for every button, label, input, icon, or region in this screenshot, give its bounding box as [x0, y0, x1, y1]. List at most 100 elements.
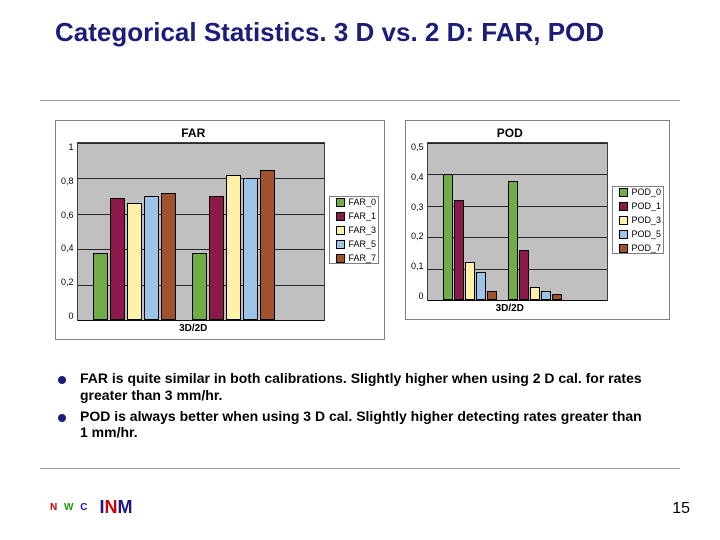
bar	[552, 294, 562, 300]
bar	[487, 291, 497, 300]
y-tick-label: 0,4	[61, 243, 74, 253]
bar	[243, 178, 258, 320]
nwc-logo-text: N W C	[50, 502, 89, 513]
far-chart-panel: FAR 10,80,60,40,20 3D/2D FAR_0FAR_1FAR_3…	[55, 120, 385, 340]
pod-plot-area	[427, 142, 609, 301]
legend-item: POD_1	[619, 201, 661, 211]
far-x-label: 3D/2D	[61, 323, 325, 334]
pod-chart-title: POD	[411, 126, 608, 140]
grid-line	[78, 320, 325, 321]
bar	[110, 198, 125, 320]
nwc-letter: N	[50, 502, 64, 513]
legend-label: POD_3	[631, 215, 661, 225]
bar	[465, 262, 475, 300]
bullet-dot-icon	[58, 376, 66, 384]
legend-item: FAR_1	[336, 211, 376, 221]
bar	[209, 196, 224, 320]
bar	[454, 200, 464, 300]
legend-item: POD_5	[619, 229, 661, 239]
pod-chart-panel: POD 0,50,40,30,20,10 3D/2D POD_0POD_1POD…	[405, 120, 670, 320]
y-tick-label: 1	[61, 142, 74, 152]
pod-legend: POD_0 POD_1 POD_3 POD_5 POD_7	[612, 186, 664, 254]
y-tick-label: 0,8	[61, 176, 74, 186]
far-chart-main: FAR 10,80,60,40,20 3D/2D	[61, 126, 325, 334]
bar	[192, 253, 207, 320]
legend-label: FAR_1	[348, 211, 376, 221]
legend-swatch	[336, 212, 345, 221]
legend-label: FAR_7	[348, 253, 376, 263]
bar	[260, 170, 275, 320]
bar	[541, 291, 551, 300]
bar	[519, 250, 529, 300]
legend-swatch	[619, 216, 628, 225]
bar-group	[508, 143, 563, 300]
y-tick-label: 0,1	[411, 261, 424, 271]
nwc-letter: W	[64, 502, 80, 513]
bullet-item: POD is always better when using 3 D cal.…	[80, 408, 650, 442]
far-chart-title: FAR	[61, 126, 325, 140]
y-tick-label: 0,6	[61, 210, 74, 220]
far-plot-wrap: 10,80,60,40,20	[61, 142, 325, 321]
bar	[508, 181, 518, 300]
inm-logo-text: INM	[99, 497, 132, 518]
legend-item: FAR_3	[336, 225, 376, 235]
bar-group	[93, 143, 178, 320]
legend-item: POD_0	[619, 187, 661, 197]
bar	[226, 175, 241, 320]
slide-root: Categorical Statistics. 3 D vs. 2 D: FAR…	[0, 0, 720, 540]
legend-label: POD_5	[631, 229, 661, 239]
legend-swatch	[336, 254, 345, 263]
y-tick-label: 0,2	[411, 231, 424, 241]
legend-swatch	[619, 202, 628, 211]
divider-bottom	[40, 468, 680, 469]
legend-item: FAR_5	[336, 239, 376, 249]
pod-x-label: 3D/2D	[411, 303, 608, 314]
legend-swatch	[619, 244, 628, 253]
slide-title: Categorical Statistics. 3 D vs. 2 D: FAR…	[55, 18, 675, 48]
page-number: 15	[672, 500, 690, 518]
legend-label: POD_1	[631, 201, 661, 211]
legend-item: POD_7	[619, 243, 661, 253]
bullet-item: FAR is quite similar in both calibration…	[80, 370, 650, 404]
nwc-letter: C	[80, 502, 89, 513]
bar-group	[443, 143, 498, 300]
bullet-text: POD is always better when using 3 D cal.…	[80, 408, 650, 442]
bullet-list: FAR is quite similar in both calibration…	[80, 370, 650, 445]
legend-label: POD_7	[631, 243, 661, 253]
legend-label: FAR_5	[348, 239, 376, 249]
legend-swatch	[336, 240, 345, 249]
far-legend: FAR_0 FAR_1 FAR_3 FAR_5 FAR_7	[329, 196, 379, 264]
divider-top	[40, 100, 680, 101]
y-tick-label: 0,4	[411, 172, 424, 182]
legend-label: FAR_0	[348, 197, 376, 207]
charts-row: FAR 1 0,8 0,6 0,4 0,2 0 3D/2D FAR_0 FAR_1 FAR_3…	[55, 120, 675, 340]
bar	[127, 203, 142, 320]
legend-label: POD_0	[631, 187, 661, 197]
inm-part-2: M	[117, 497, 132, 517]
legend-swatch	[336, 226, 345, 235]
pod-chart-main: POD 0,5 0,4 0,3 0,2 0,1 0 3D/2D	[411, 126, 608, 314]
legend-swatch	[336, 198, 345, 207]
legend-swatch	[619, 230, 628, 239]
y-tick-label: 0	[61, 311, 74, 321]
legend-item: FAR_7	[336, 253, 376, 263]
legend-item: POD_3	[619, 215, 661, 225]
y-tick-label: 0,5	[411, 142, 424, 152]
inm-part-accent: N	[104, 497, 117, 517]
y-tick-label: 0,3	[411, 202, 424, 212]
legend-label: FAR_3	[348, 225, 376, 235]
bullet-text: FAR is quite similar in both calibration…	[80, 370, 650, 404]
pod-plot-wrap: 0,5 0,4 0,3 0,2 0,1 0	[411, 142, 608, 301]
legend-swatch	[619, 188, 628, 197]
bar-group	[192, 143, 277, 320]
bar	[443, 174, 453, 300]
grid-line	[428, 300, 608, 301]
pod-y-axis: 0,5 0,4 0,3 0,2 0,1 0	[411, 142, 427, 301]
far-y-axis: 10,80,60,40,20	[61, 142, 77, 321]
legend-item: FAR_0	[336, 197, 376, 207]
y-tick-label: 0	[411, 291, 424, 301]
bar	[530, 287, 540, 300]
bullet-dot-icon	[58, 414, 66, 422]
bar	[144, 196, 159, 320]
bar	[161, 193, 176, 320]
